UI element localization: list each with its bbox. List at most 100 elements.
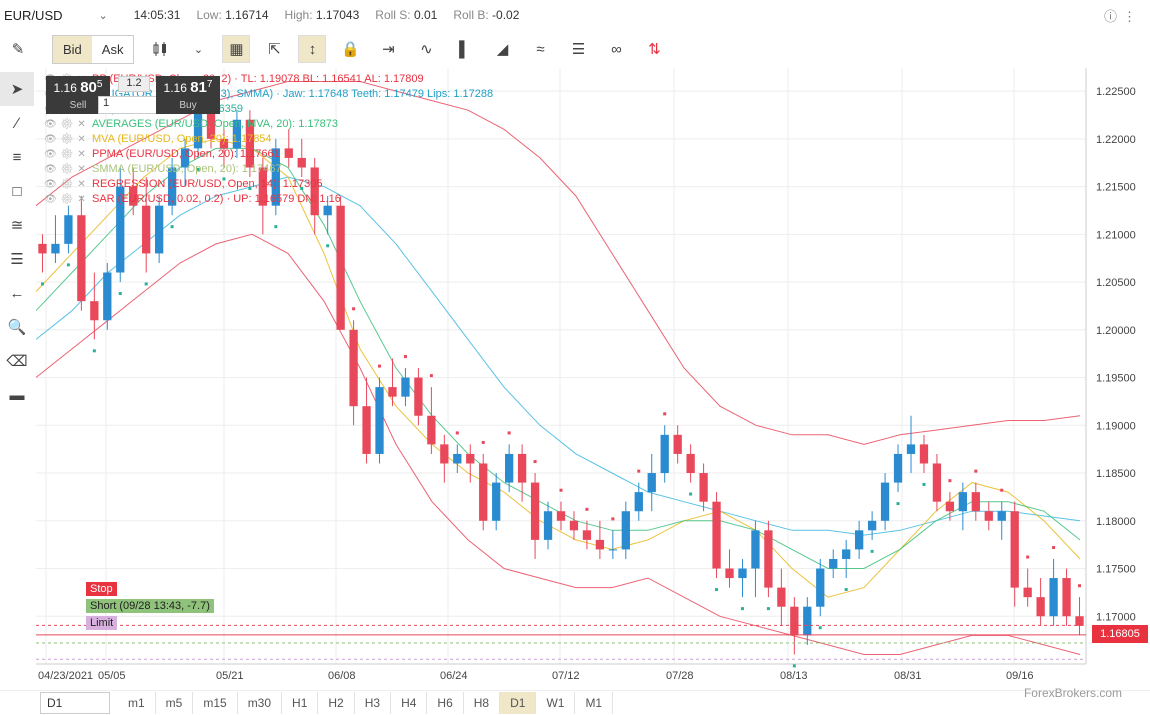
short-position-label[interactable]: Short (09/28 13:43, -7.7) xyxy=(86,599,214,613)
pencil-icon[interactable]: ✎ xyxy=(11,41,25,58)
sar-dot xyxy=(974,469,978,473)
sar-dot xyxy=(792,664,796,668)
pointer-icon[interactable]: ➤ xyxy=(0,72,34,106)
legend-row-icons[interactable]: 👁⚙✕ xyxy=(44,179,90,190)
stop-order-label[interactable]: Stop xyxy=(86,582,117,596)
sar-dot xyxy=(715,588,719,592)
layout-icon[interactable]: ▦ xyxy=(222,35,251,63)
share-icon[interactable]: ∞ xyxy=(611,40,622,58)
timeframe-m30[interactable]: m30 xyxy=(238,692,283,714)
quantity-input[interactable]: 1 xyxy=(98,96,174,114)
timeframe-h2[interactable]: H2 xyxy=(318,692,355,714)
candle-body xyxy=(673,434,682,454)
horizontal-lines-icon[interactable]: ☰ xyxy=(10,251,24,268)
legend-row[interactable]: 👁⚙✕ SAR (EUR/USD, 0.02, 0.2) · UP: 1.1657… xyxy=(44,192,493,207)
sar-dot xyxy=(481,440,485,444)
timeframe-m5[interactable]: m5 xyxy=(156,692,194,714)
limit-order-label[interactable]: Limit xyxy=(86,616,118,630)
trade-arrows-icon[interactable]: ⇅ xyxy=(648,41,661,58)
timeframe-select[interactable]: D1 xyxy=(40,692,110,714)
timeframe-h8[interactable]: H8 xyxy=(464,692,501,714)
sar-dot xyxy=(403,355,407,359)
timeframe-h3[interactable]: H3 xyxy=(355,692,392,714)
x-tick-label: 08/31 xyxy=(894,670,922,682)
layers-icon[interactable]: ☰ xyxy=(571,41,586,58)
price-chart[interactable]: 1.22500 1.22000 1.21500 1.21000 1.20500 1.200… xyxy=(36,68,1150,688)
overlay-jaw xyxy=(36,176,1081,536)
legend-row-icons[interactable]: 👁⚙✕ xyxy=(44,194,90,205)
bid-button[interactable]: Bid xyxy=(53,35,92,63)
indicators-icon[interactable]: ∿ xyxy=(420,41,433,58)
sar-dot xyxy=(455,431,459,435)
info-icon[interactable]: ⓘ xyxy=(1103,9,1123,24)
legend-row[interactable]: 👁⚙✕ SMMA (EUR/USD, Open, 20): 1.17467 xyxy=(44,162,493,177)
candle-body xyxy=(660,434,669,474)
sell-price-big: 80 xyxy=(80,79,97,96)
window-controls: ⓘ⋮ xyxy=(1104,6,1142,25)
legend-row[interactable]: 👁⚙✕ MVA (EUR/USD, Open, 20): 1.17854 xyxy=(44,132,493,147)
zoom-icon[interactable]: 🔍 xyxy=(7,319,27,336)
symbol-dropdown-icon[interactable]: ⌄ xyxy=(98,9,108,22)
x-tick-label: 09/16 xyxy=(1006,670,1034,682)
autoscale-icon[interactable]: ↕ xyxy=(298,35,327,63)
timeframe-m1[interactable]: m1 xyxy=(118,692,156,714)
chevron-down-icon[interactable]: ⌄ xyxy=(193,43,204,56)
fibonacci-icon[interactable]: ≅ xyxy=(10,217,24,234)
legend-row[interactable]: 👁⚙✕ PPMA (EUR/USD, Open, 20): 1.17661 xyxy=(44,147,493,162)
y-tick-label: 1.19500 xyxy=(1096,373,1136,385)
sar-dot xyxy=(118,292,122,296)
timeframe-w1[interactable]: W1 xyxy=(536,692,576,714)
cursor-select-icon[interactable]: ⇱ xyxy=(268,41,281,58)
legend-row-icons[interactable]: 👁⚙✕ xyxy=(44,164,90,175)
legend-row-icons[interactable]: 👁⚙✕ xyxy=(44,134,90,145)
lock-icon[interactable]: 🔒 xyxy=(341,41,360,58)
timeframe-d1[interactable]: D1 xyxy=(500,692,537,714)
trend-line-icon[interactable]: ∕ xyxy=(15,114,19,132)
candle-body xyxy=(582,530,592,540)
timeframe-m1[interactable]: M1 xyxy=(575,692,614,714)
rectangle-icon[interactable]: □ xyxy=(12,182,22,200)
candle-body xyxy=(271,148,280,206)
volume-bars-icon[interactable]: ▌ xyxy=(459,40,470,58)
candle-body xyxy=(816,568,825,607)
candle-body xyxy=(699,473,708,502)
candle-body xyxy=(530,482,540,540)
candle-body xyxy=(1010,511,1019,588)
timeframe-h4[interactable]: H4 xyxy=(391,692,428,714)
candle-body xyxy=(790,606,799,636)
sar-dot xyxy=(948,479,952,483)
ask-button[interactable]: Ask xyxy=(101,41,124,57)
candle-body xyxy=(855,530,864,550)
timeframe-h6[interactable]: H6 xyxy=(427,692,464,714)
candle-body xyxy=(297,157,306,168)
buy-button[interactable]: 1.16 817 Buy xyxy=(156,76,220,114)
buy-price-big: 81 xyxy=(190,79,207,96)
sar-dot xyxy=(326,244,330,248)
timeframe-h1[interactable]: H1 xyxy=(282,692,319,714)
sell-label: Sell xyxy=(69,100,87,111)
legend-row-icons[interactable]: 👁⚙✕ xyxy=(44,119,90,130)
high-label: High: xyxy=(284,8,313,22)
sar-dot xyxy=(248,186,252,190)
eraser-icon[interactable]: ⌫ xyxy=(6,353,28,370)
legend-row-icons[interactable]: 👁⚙✕ xyxy=(44,149,90,160)
back-arrow-icon[interactable]: ← xyxy=(9,284,25,302)
y-tick-label: 1.20000 xyxy=(1096,325,1136,337)
candlestick-type-icon[interactable] xyxy=(146,35,174,63)
candle-body xyxy=(958,492,967,512)
more-icon[interactable]: ⋮ xyxy=(1123,9,1142,24)
candle-body xyxy=(608,549,617,551)
channel-icon[interactable]: ≡ xyxy=(12,148,22,166)
legend-row[interactable]: 👁⚙✕ REGRESSION (EUR/USD, Open, 14): 1.173… xyxy=(44,177,493,192)
timeframe-buttons: m1 m5 m15 m30 H1 H2 H3 H4 H6 H8 D1 W1 M1 xyxy=(118,692,614,714)
x-tick-label: 05/05 xyxy=(98,670,126,682)
legend-row[interactable]: 👁⚙✕ AVERAGES (EUR/USD, Open, MVA, 20): 1.… xyxy=(44,117,493,132)
timeframe-m15[interactable]: m15 xyxy=(193,692,238,714)
line-tools-icon[interactable]: ≈ xyxy=(536,40,545,58)
scroll-to-end-icon[interactable]: ⇥ xyxy=(382,41,395,58)
symbol-name[interactable]: EUR/USD xyxy=(4,7,63,23)
area-chart-icon[interactable]: ◢ xyxy=(496,41,509,58)
ruler-icon[interactable]: ▬ xyxy=(9,386,25,404)
candle-body xyxy=(427,415,436,445)
sar-dot xyxy=(559,488,563,492)
